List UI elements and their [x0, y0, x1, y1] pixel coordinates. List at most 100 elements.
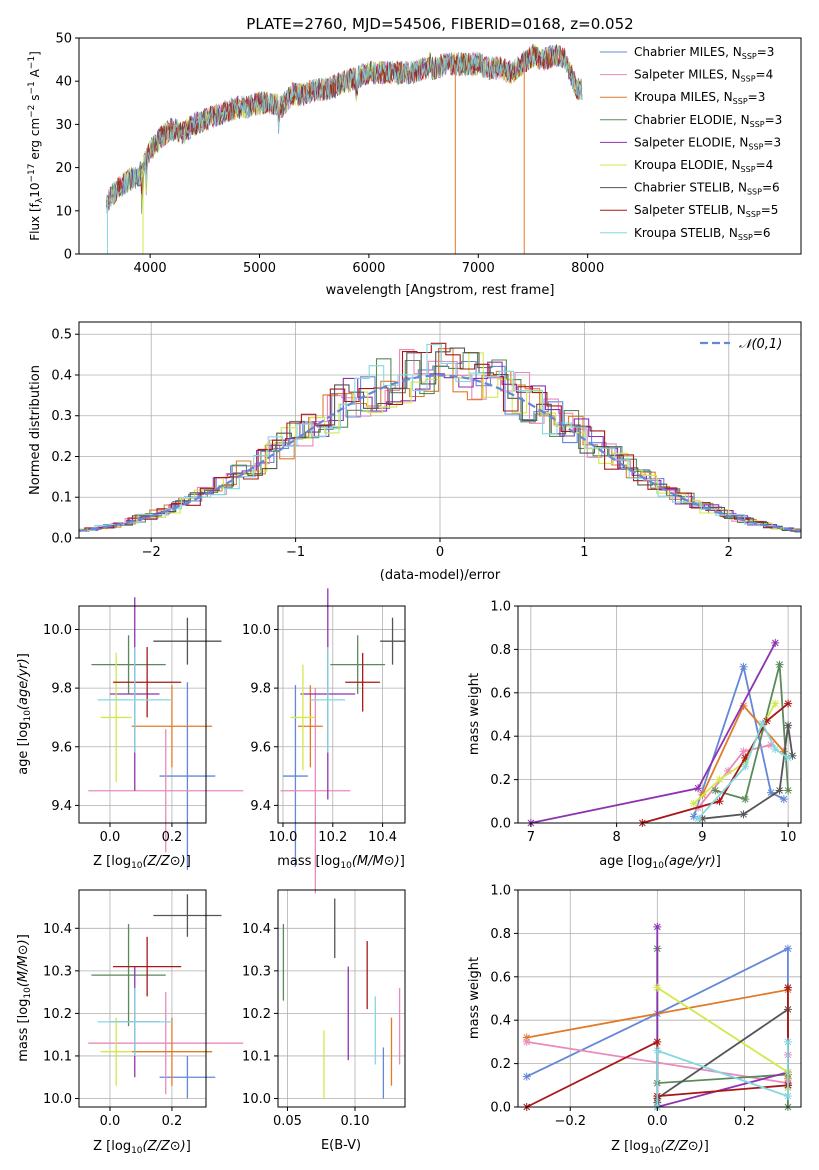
star-marker-pink [724, 766, 733, 775]
x-tick-label: 4000 [134, 261, 167, 276]
residual-ticks: −2 −1 0 1 2 0.0 0.1 0.2 0.3 0.4 0.5 [51, 328, 733, 560]
star-marker-cyan [758, 719, 767, 728]
x-tick-label: 7000 [462, 261, 495, 276]
spectrum-lines [105, 43, 583, 254]
star-marker-blue [522, 1072, 531, 1081]
star-marker-dark [739, 810, 748, 819]
z-age-ylabel: age [log10(age/yr)] [16, 653, 33, 775]
star-marker-cyan [741, 762, 750, 771]
legend-label: Kroupa ELODIE, NSSP=4 [634, 158, 773, 174]
weight-line-purple [530, 642, 777, 824]
star-marker-green [775, 660, 784, 669]
star-marker-purple [653, 922, 662, 931]
star-marker-yellow [715, 775, 724, 784]
mass-age-xlabel: mass [log10(M/M⊙)] [277, 854, 405, 871]
x-tick-label: 0.05 [273, 1114, 302, 1129]
y-tick-label: 0.2 [51, 450, 72, 465]
legend-label-normal: 𝒩(0,1) [739, 337, 782, 352]
age-weight-grid [518, 605, 801, 824]
x-tick-label: 0.0 [100, 830, 121, 845]
star-marker-cyan [653, 1046, 662, 1055]
star-marker-dark [698, 814, 707, 823]
weight-line-green [656, 948, 789, 1107]
x-tick-label: 0.10 [341, 1114, 370, 1129]
legend-label: Kroupa STELIB, NSSP=6 [634, 226, 771, 242]
spectrum-legend: Chabrier MILES, NSSP=3 Salpeter MILES, NS… [600, 45, 782, 242]
age-weight-ticks: 7 8 9 10 0.0 0.2 0.4 0.6 0.8 1.0 [490, 600, 796, 846]
star-marker-dark [788, 751, 797, 760]
legend-label: Chabrier MILES, NSSP=3 [634, 45, 774, 61]
x-tick-label: 0.2 [162, 830, 183, 845]
y-tick-label: 1.0 [490, 600, 511, 615]
spectrum-xlabel: wavelength [Angstrom, rest frame] [326, 283, 555, 298]
x-tick-label: 0.0 [647, 1114, 668, 1129]
x-tick-label: −2 [142, 545, 161, 560]
star-marker-pink [522, 1037, 531, 1046]
z-age-ticks: 0.0 0.2 9.4 9.6 9.8 10.0 [43, 623, 182, 845]
star-marker-cyan [784, 753, 793, 762]
y-tick-label: 9.4 [51, 799, 72, 814]
z-age-errorbars [88, 597, 244, 870]
ebv-mass-frame [277, 889, 406, 1108]
y-tick-label: 10.1 [242, 1049, 271, 1064]
ebv-mass-errorbars [282, 898, 401, 1099]
weight-line-dark [702, 725, 794, 820]
star-marker-yellow [689, 799, 698, 808]
z-mass-errorbars [88, 894, 244, 1099]
y-tick-label: 9.6 [250, 740, 271, 755]
y-tick-label: 40 [55, 75, 72, 90]
star-marker-red [715, 797, 724, 806]
y-tick-label: 10.4 [43, 922, 72, 937]
y-tick-label: 0.0 [51, 532, 72, 547]
star-marker-dark [775, 786, 784, 795]
star-marker-red [741, 753, 750, 762]
x-tick-label: 8000 [571, 261, 604, 276]
mass-age-grid [278, 606, 405, 823]
normal-curve [79, 374, 801, 532]
star-marker-red [784, 699, 793, 708]
star-marker-dark [784, 721, 793, 730]
histogram-cyan [79, 343, 801, 532]
z-age-panel: 0.0 0.2 9.4 9.6 9.8 10.0 Z [log10(Z/Z⊙)] age … [16, 597, 244, 871]
z-mass-ticks: 0.0 0.2 10.0 10.1 10.2 10.3 10.4 [43, 922, 182, 1129]
star-marker-red [762, 717, 771, 726]
star-marker-blue [766, 788, 775, 797]
ebv-mass-panel: 0.05 0.10 10.0 10.1 10.2 10.3 10.4 E(B-V) [242, 889, 406, 1153]
x-tick-label: −0.2 [554, 1114, 586, 1129]
x-tick-label: 10.0 [269, 830, 298, 845]
star-marker-blue [779, 795, 788, 804]
y-tick-label: 1.0 [490, 884, 511, 899]
y-tick-label: 0.0 [490, 817, 511, 832]
x-tick-label: 10.2 [318, 830, 347, 845]
residual-xlabel: (data-model)/error [380, 568, 501, 583]
star-marker-red [783, 983, 792, 992]
y-tick-label: 10.2 [242, 1007, 271, 1022]
y-tick-label: 10 [55, 204, 72, 219]
mass-age-panel: 10.0 10.2 10.4 9.4 9.6 9.8 10.0 mass [log10(M/… [242, 588, 406, 894]
spectrum-title: PLATE=2760, MJD=54506, FIBERID=0168, z=0… [246, 15, 633, 33]
weight-line-cyan [697, 720, 789, 820]
legend-label: Salpeter MILES, NSSP=4 [634, 68, 773, 84]
y-tick-label: 0.3 [51, 409, 72, 424]
z-mass-panel: 0.0 0.2 10.0 10.1 10.2 10.3 10.4 Z [log10(Z/Z⊙… [16, 889, 244, 1156]
y-tick-label: 0.1 [51, 491, 72, 506]
star-marker-pink [766, 740, 775, 749]
y-tick-label: 9.8 [51, 682, 72, 697]
x-tick-label: 1 [580, 545, 588, 560]
x-tick-label: 8 [612, 830, 620, 845]
z-age-xlabel: Z [log10(Z/Z⊙)] [93, 854, 191, 871]
y-tick-label: 0.4 [490, 1014, 511, 1029]
star-marker-yellow [771, 699, 780, 708]
y-tick-label: 9.8 [250, 682, 271, 697]
weight-line-pink [697, 744, 772, 809]
z-weight-panel: −0.2 0.0 0.2 0.0 0.2 0.4 0.6 0.8 1.0 Z [log10(Z/… [467, 884, 802, 1156]
y-tick-label: 0.4 [51, 368, 72, 383]
residual-legend: 𝒩(0,1) [700, 337, 782, 352]
ebv-mass-xlabel: E(B-V) [321, 1138, 361, 1153]
star-marker-yellow [653, 983, 662, 992]
x-tick-label: 10 [780, 830, 797, 845]
spectrum-ylabel: Flux [fλ10−17 erg cm−2 s−1 A−1] [27, 51, 45, 241]
y-tick-label: 0.5 [51, 328, 72, 343]
ebv-mass-grid [278, 890, 405, 1107]
star-marker-purple [771, 638, 780, 647]
